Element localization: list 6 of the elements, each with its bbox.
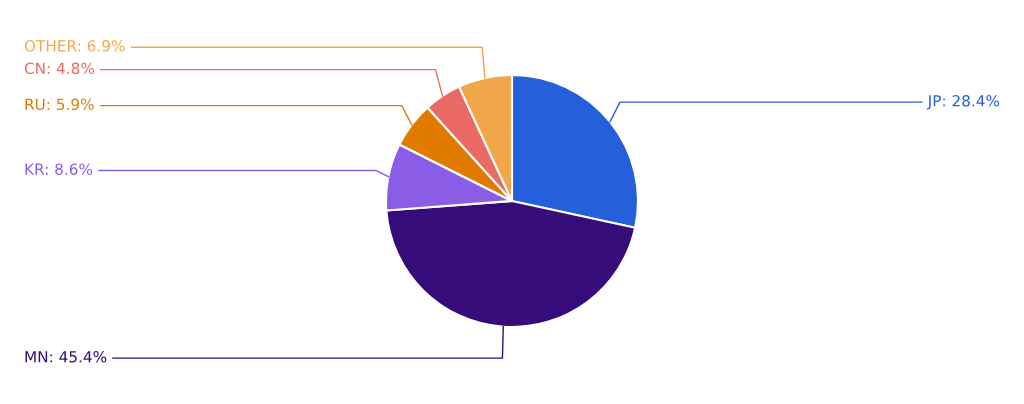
slice-label: RU: 5.9% bbox=[25, 98, 94, 111]
slice-label: OTHER: 6.9% bbox=[24, 40, 125, 52]
slice-label: JP: 28.4% bbox=[926, 95, 1000, 110]
slice-label: MN: 45.4% bbox=[25, 351, 107, 363]
slice-label: CN: 4.8% bbox=[24, 62, 95, 75]
slice-label: KR: 8.6% bbox=[25, 163, 93, 175]
